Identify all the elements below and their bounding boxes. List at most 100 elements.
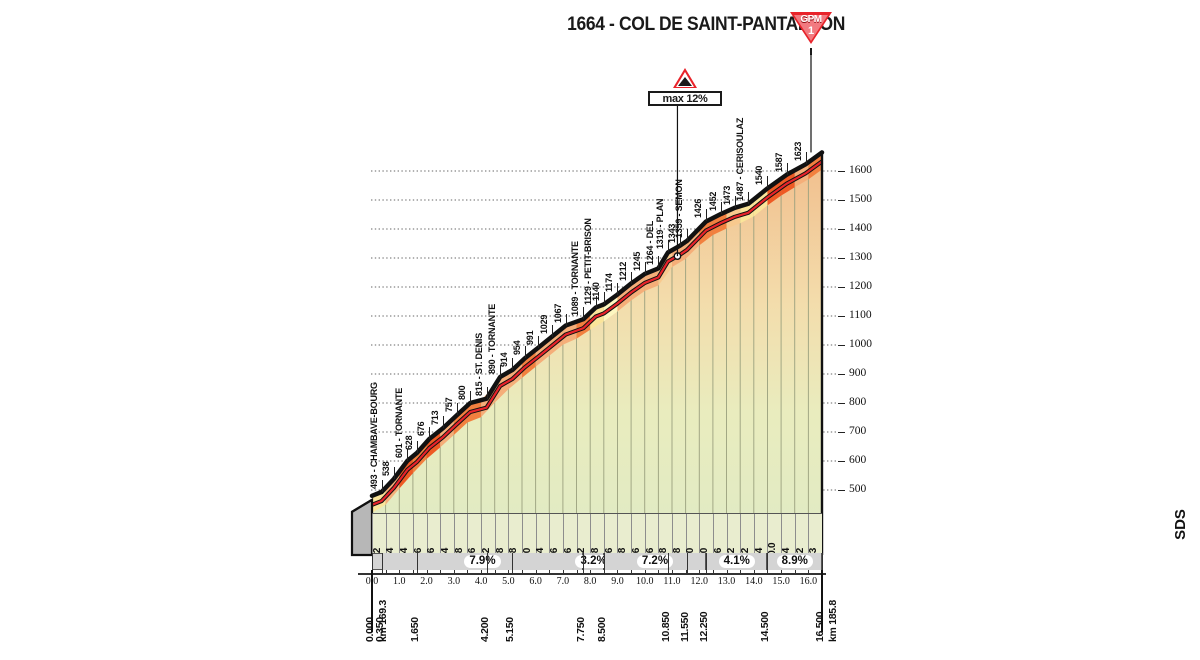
x-axis-label: 8.0 <box>583 576 597 587</box>
point-leader-line <box>658 256 660 269</box>
gradient-cell <box>617 513 632 553</box>
gradient-cell <box>767 513 782 553</box>
x-axis-label: 15.0 <box>772 576 790 587</box>
elevation-point-label: 815 - ST. DENIS <box>473 332 484 396</box>
distance-marker-tick <box>417 553 418 573</box>
x-axis-label: 4.0 <box>474 576 488 587</box>
distance-marker-tick <box>706 553 708 573</box>
distance-marker-tick <box>372 553 373 573</box>
gradient-cell <box>412 513 427 553</box>
x-axis-label: 13.0 <box>717 576 736 587</box>
gradient-cell <box>781 513 795 553</box>
x-axis-minor-tick <box>712 568 714 573</box>
distance-marker-tick <box>381 553 383 573</box>
elevation-point-label: 991 <box>525 330 536 345</box>
max-gradient-label: max 12% <box>648 91 722 106</box>
elevation-point-label: 757 <box>443 398 454 413</box>
elevation-point-label: 713 <box>429 410 440 426</box>
elevation-point-label: 1174 <box>604 272 615 292</box>
gradient-cell <box>712 513 727 553</box>
gradient-cell <box>576 513 591 553</box>
y-axis-tick <box>838 489 845 491</box>
distance-marker-label: 0.350 <box>373 617 386 642</box>
point-leader-line <box>644 261 646 274</box>
distance-marker-tick <box>667 553 669 573</box>
gradient-cell <box>440 513 454 553</box>
x-axis-minor-tick <box>494 568 496 573</box>
x-axis-minor-tick <box>794 568 796 573</box>
x-axis-minor-tick <box>740 568 742 573</box>
gradient-cell <box>453 513 468 553</box>
y-axis-tick <box>838 315 845 317</box>
page-title: 1664 - COL DE SAINT-PANTALÉON <box>567 14 845 35</box>
y-axis-tick <box>838 460 845 462</box>
gradient-cell <box>644 513 659 553</box>
point-leader-line <box>748 191 750 204</box>
y-axis-label: 900 <box>849 367 867 379</box>
gradient-band: 8.9% <box>767 553 822 570</box>
x-axis-label: 10.0 <box>635 576 654 587</box>
point-leader-line <box>381 480 383 493</box>
point-leader-line <box>442 416 444 429</box>
x-axis-minor-tick <box>440 568 442 573</box>
gradient-cell <box>726 513 741 553</box>
climb-boundary-line <box>371 570 373 632</box>
chart-title-group: 1664 - COL DE SAINT-PANTALÉON <box>543 14 845 36</box>
gradient-cell <box>631 513 645 553</box>
distance-marker-label: 4.200 <box>478 617 491 642</box>
x-axis-minor-tick <box>522 568 523 573</box>
elevation-point-label: 1029 <box>539 314 549 334</box>
point-leader-line <box>603 292 605 305</box>
elevation-point-label: 1487 - CERISOULAZ <box>735 117 746 201</box>
gradient-cell <box>753 513 768 553</box>
x-axis-label: 14.0 <box>745 576 763 587</box>
point-leader-line <box>583 307 585 320</box>
distance-marker-tick <box>767 553 769 573</box>
elevation-point-label: 538 <box>380 461 391 476</box>
elevation-point-label: 628 <box>404 435 414 450</box>
x-axis-minor-tick <box>549 568 551 573</box>
x-axis-label: 12.0 <box>690 576 709 587</box>
point-leader-line <box>706 209 708 222</box>
profile-road-line <box>369 54 825 507</box>
point-leader-line <box>631 271 633 284</box>
gradient-cell <box>794 513 809 553</box>
gpm-category-sign: GPM 1 <box>790 12 834 52</box>
y-axis-label: 600 <box>849 454 867 466</box>
gradient-cell <box>590 513 604 553</box>
gradient-cell <box>372 513 386 553</box>
gpm-label: GPM <box>800 14 822 25</box>
point-leader-line <box>805 152 807 165</box>
distance-marker-label: 8.500 <box>595 617 608 642</box>
y-axis-tick <box>838 257 845 259</box>
elevation-point-label: 1264 - DEL <box>645 221 656 266</box>
x-axis-label: 1.0 <box>393 576 406 587</box>
distance-marker-label: 16.500 <box>814 611 826 642</box>
gpm-category-number: 1 <box>807 25 815 37</box>
distance-marker-tick <box>583 553 585 573</box>
gradient-cell <box>481 513 495 553</box>
y-axis-label: 1200 <box>849 280 872 292</box>
gradient-cell <box>399 513 413 553</box>
x-axis-minor-tick <box>685 568 687 573</box>
elevation-point-label: 493 - CHAMBAVE-BOURG <box>368 382 379 490</box>
point-leader-line <box>486 386 488 399</box>
point-leader-line <box>429 426 431 439</box>
point-leader-line <box>721 201 723 214</box>
elevation-point-label: 1089 - TORNANTE <box>570 241 581 317</box>
elevation-point-label: 1426 <box>693 199 704 219</box>
point-leader-line <box>734 195 736 208</box>
gradient-band-label: 3.2% <box>575 555 612 568</box>
y-axis-tick <box>838 402 845 404</box>
y-axis-label: 1600 <box>849 164 872 176</box>
gradient-band: 3.2% <box>575 553 612 570</box>
x-axis-minor-tick <box>412 568 414 573</box>
y-axis-tick <box>838 228 845 230</box>
distance-marker-tick <box>603 553 605 573</box>
point-leader-line <box>687 228 688 241</box>
profile-area <box>372 152 822 555</box>
point-leader-line <box>393 466 395 479</box>
distance-marker-label: 10.850 <box>659 611 672 642</box>
elevation-point-label: 1623 <box>792 142 803 162</box>
elevation-point-label: 1245 <box>631 251 642 271</box>
